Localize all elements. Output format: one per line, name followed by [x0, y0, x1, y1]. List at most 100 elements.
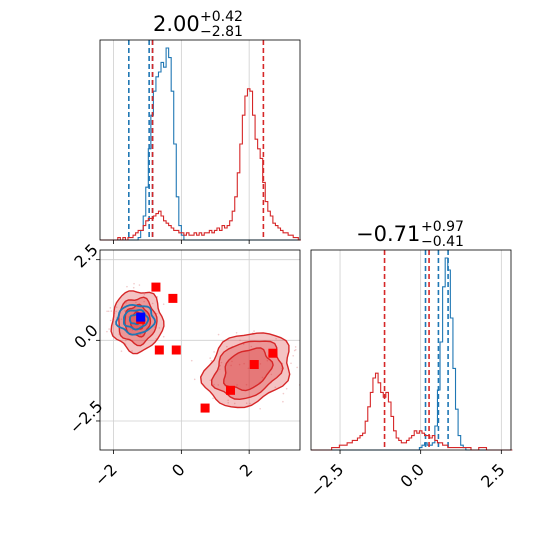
scatter2d-scatter-dot-72	[131, 350, 133, 352]
scatter2d-scatter-dot-5	[235, 332, 238, 334]
scatter2d-scatter-dot-117	[261, 376, 264, 379]
scatter2d-scatter-dot-44	[133, 282, 135, 285]
scatter2d-frame	[99, 249, 301, 451]
scatter2d-scatter-dot-19	[275, 337, 277, 340]
scatter2d-red-marker-1	[168, 293, 178, 303]
scatter2d-scatter-dot-31	[209, 357, 211, 359]
scatter2d-blob-2-level-0	[115, 303, 157, 336]
scatter2d-scatter-dot-7	[218, 368, 221, 370]
scatter2d-scatter-dot-27	[230, 364, 232, 367]
hist2-xtick-label-2: 2.5	[477, 460, 508, 491]
scatter2d-scatter-dot-25	[249, 402, 251, 405]
hist2-series-1-steps	[311, 372, 513, 451]
hist-param-1-panel	[99, 39, 301, 244]
scatter2d-scatter-dot-61	[239, 339, 241, 342]
scatter2d-ytick-label-2: 2.5	[70, 240, 101, 271]
scatter2d-scatter-dot-65	[247, 367, 250, 370]
scatter-2d-panel: −2 0 2 −2.5 0.0 2.5	[66, 240, 301, 490]
scatter2d-scatter-dot-47	[294, 346, 297, 348]
hist-param-2-panel: −2.5 0.0 2.5	[306, 249, 513, 501]
scatter2d-content	[106, 282, 300, 413]
title-param-1-value: 2.00	[153, 12, 200, 36]
scatter2d-scatter-dot-43	[227, 401, 230, 404]
scatter2d-scatter-dot-87	[259, 407, 261, 410]
scatter2d-scatter-dot-34	[135, 301, 137, 304]
scatter2d-scatter-dot-38	[162, 335, 165, 338]
scatter2d-scatter-dot-12	[151, 302, 154, 305]
scatter2d-scatter-dot-109	[226, 345, 228, 348]
scatter2d-scatter-dot-92	[125, 339, 127, 342]
scatter2d-scatter-dot-55	[253, 330, 255, 332]
scatter2d-scatter-dot-67	[231, 360, 233, 363]
scatter2d-scatter-dot-86	[109, 319, 112, 322]
scatter2d-scatter-dot-48	[107, 310, 110, 313]
scatter2d-red-marker-2	[154, 345, 164, 355]
scatter2d-scatter-dot-69	[296, 366, 298, 369]
scatter2d-scatter-dot-83	[285, 387, 288, 390]
scatter2d-scatter-dot-112	[120, 318, 123, 320]
scatter2d-scatter-dot-97	[190, 359, 193, 362]
scatter2d-ytick-label-0: −2.5	[66, 397, 107, 438]
scatter2d-scatter-dot-21	[294, 349, 297, 351]
scatter2d-scatter-dot-100	[143, 293, 146, 296]
scatter2d-scatter-dot-35	[245, 383, 248, 386]
scatter2d-scatter-dot-63	[250, 345, 253, 348]
title-param-1-plus: +0.42	[200, 9, 243, 25]
scatter2d-xtick-label-2: 2	[236, 460, 257, 481]
scatter2d-scatter-dot-71	[217, 333, 220, 336]
title-param-2-plus: +0.97	[421, 219, 464, 235]
scatter2d-scatter-dot-22	[138, 284, 141, 286]
scatter2d-scatter-dot-107	[217, 384, 220, 386]
scatter2d-scatter-dot-33	[210, 360, 213, 362]
scatter2d-scatter-dot-113	[213, 351, 215, 353]
scatter2d-blob-1-level-2	[222, 347, 274, 392]
title-param-1-minus: −2.81	[200, 24, 243, 40]
scatter2d-scatter-dot-20	[125, 301, 127, 304]
scatter2d-red-marker-3	[171, 345, 181, 355]
scatter2d-scatter-dot-30	[153, 326, 156, 328]
scatter2d-scatter-dot-36	[132, 286, 135, 289]
scatter2d-blob-1-level-0	[199, 332, 291, 409]
title-param-2-minus: −0.41	[421, 234, 464, 250]
scatter2d-scatter-dot-13	[270, 373, 273, 376]
hist1-frame	[99, 39, 301, 241]
scatter2d-blue-marker-0	[136, 312, 146, 322]
scatter2d-scatter-dot-101	[243, 362, 245, 365]
scatter2d-ytick-label-1: 0.0	[70, 321, 101, 352]
scatter2d-scatter-dot-49	[213, 383, 215, 386]
title-param-2: −0.71 +0.97 −0.41	[356, 219, 464, 250]
hist2-xtick-label-0: −2.5	[306, 460, 347, 501]
scatter2d-scatter-dot-74	[162, 303, 165, 306]
scatter2d-scatter-dot-39	[245, 402, 248, 405]
scatter2d-scatter-dot-53	[233, 402, 236, 405]
scatter2d-red-marker-5	[226, 385, 236, 395]
scatter2d-scatter-dot-85	[274, 386, 277, 389]
scatter2d-scatter-dot-89	[212, 397, 214, 400]
scatter2d-scatter-dot-99	[236, 384, 238, 386]
scatter2d-red-marker-4	[200, 403, 210, 413]
scatter2d-red-marker-6	[249, 360, 259, 370]
scatter2d-scatter-dot-88	[106, 330, 108, 333]
scatter2d-blob-2-level-1	[122, 308, 150, 331]
scatter2d-scatter-dot-102	[158, 327, 161, 329]
title-param-1: 2.00 +0.42 −2.81	[153, 9, 243, 40]
scatter2d-scatter-dot-106	[126, 285, 128, 288]
hist2-frame	[310, 249, 512, 451]
hist1-series-1-steps	[100, 88, 301, 241]
scatter2d-xtick-label-0: −2	[91, 460, 121, 490]
scatter2d-scatter-dot-28	[155, 312, 158, 315]
hist2-series-0-steps	[311, 257, 513, 451]
scatter2d-scatter-dot-14	[115, 306, 118, 308]
scatter2d-scatter-dot-23	[219, 364, 221, 367]
scatter2d-scatter-dot-77	[290, 362, 292, 365]
scatter2d-scatter-dot-37	[282, 400, 284, 403]
scatter2d-scatter-dot-79	[193, 378, 196, 381]
scatter2d-xtick-label-1: 0	[168, 460, 189, 481]
scatter2d-scatter-dot-75	[259, 363, 262, 365]
scatter2d-scatter-dot-70	[110, 310, 113, 312]
scatter2d-scatter-dot-17	[220, 361, 223, 364]
scatter2d-scatter-dot-3	[293, 349, 296, 352]
scatter2d-scatter-dot-111	[266, 359, 269, 362]
scatter2d-red-marker-7	[268, 348, 278, 358]
